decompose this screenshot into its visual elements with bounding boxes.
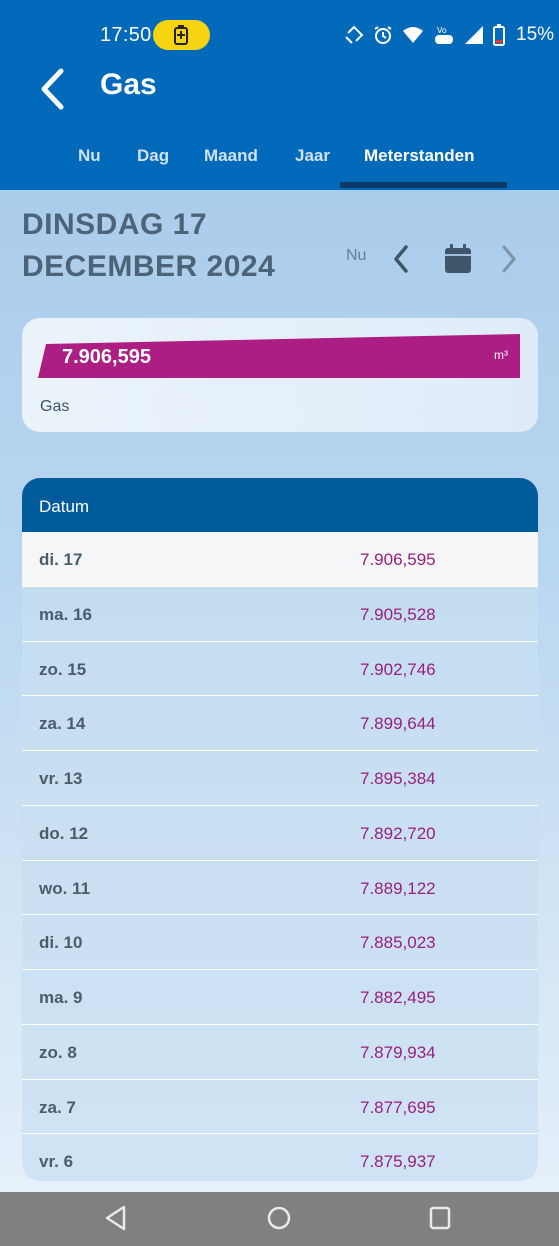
svg-text:Vo: Vo [437, 26, 447, 35]
row-date: za. 7 [39, 1097, 76, 1117]
table-row: za. 14 7.899,644 [22, 696, 538, 751]
volte-icon: Vo [433, 24, 455, 46]
table-header-datum: Datum [22, 478, 538, 532]
now-button[interactable]: Nu [346, 247, 367, 264]
previous-day-button[interactable] [392, 244, 410, 279]
status-time: 17:50 [100, 24, 152, 46]
row-date: zo. 15 [39, 659, 87, 679]
row-value: 7.879,934 [360, 1042, 436, 1062]
triangle-back-icon [105, 1205, 126, 1231]
chevron-left-icon [394, 245, 408, 273]
page-title: Gas [100, 68, 157, 101]
row-value: 7.895,384 [360, 769, 436, 788]
meter-unit: m³ [494, 348, 508, 362]
row-date: vr. 6 [39, 1152, 74, 1172]
wifi-icon [402, 25, 424, 45]
tab-dag[interactable]: Dag [137, 146, 170, 165]
table-row: di. 17 7.906,595 [22, 532, 538, 587]
chevron-right-icon [502, 245, 516, 273]
auto-rotate-icon [344, 25, 364, 45]
battery-saver-pill [153, 20, 210, 50]
date-heading-line2: DECEMBER 2024 [22, 250, 276, 283]
battery-charging-icon [174, 25, 188, 45]
status-bar: 17:50 Vo [0, 0, 559, 70]
table-row: ma. 16 7.905,528 [22, 586, 538, 642]
table-row: zo. 15 7.902,746 [22, 641, 538, 697]
app-header: 17:50 Vo [0, 0, 559, 190]
row-value: 7.892,720 [360, 823, 436, 843]
row-value: 7.875,937 [360, 1152, 436, 1172]
date-heading: DINSDAG 17 DECEMBER 2024 [22, 204, 275, 288]
system-back-button[interactable] [104, 1205, 128, 1236]
table-row: ma. 9 7.882,495 [22, 970, 538, 1025]
row-date: di. 17 [39, 550, 83, 569]
row-date: di. 10 [39, 933, 83, 953]
tab-jaar[interactable]: Jaar [295, 146, 330, 165]
circle-home-icon [267, 1206, 291, 1230]
row-date: ma. 16 [39, 604, 92, 624]
calendar-button[interactable] [444, 244, 472, 279]
table-row: vr. 13 7.895,384 [22, 751, 538, 806]
row-value: 7.902,746 [360, 659, 436, 679]
battery-icon [493, 24, 505, 46]
alarm-icon [373, 25, 393, 45]
chevron-left-icon [41, 68, 64, 110]
row-date: za. 14 [39, 714, 86, 734]
system-navigation-bar [0, 1192, 559, 1246]
readings-table: Datum di. 17 7.906,595 ma. 16 7.905,528 zo. … [22, 478, 538, 1181]
table-body: di. 17 7.906,595 ma. 16 7.905,528 zo. 15 7.90… [22, 532, 538, 1181]
table-row: di. 10 7.885,023 [22, 915, 538, 970]
table-row: vr. 6 7.875,937 [22, 1134, 538, 1181]
system-home-button[interactable] [266, 1205, 292, 1236]
row-value: 7.877,695 [360, 1097, 436, 1117]
meter-value: 7.906,595 [62, 346, 151, 368]
square-recents-icon [429, 1206, 451, 1230]
meter-label: Gas [40, 398, 70, 415]
tab-bar: Nu Dag Maand Jaar Meterstanden [0, 134, 559, 190]
date-navigation: Nu [340, 236, 540, 282]
back-button[interactable] [30, 64, 74, 114]
table-row: za. 7 7.877,695 [22, 1079, 538, 1135]
table-row: zo. 8 7.879,934 [22, 1024, 538, 1080]
tab-maand[interactable]: Maand [204, 146, 258, 165]
active-tab-indicator [340, 182, 507, 188]
table-row: wo. 11 7.889,122 [22, 860, 538, 916]
meter-reading-card: 7.906,595 m³ Gas [22, 318, 538, 432]
row-value: 7.906,595 [360, 550, 436, 569]
row-date: zo. 8 [39, 1042, 77, 1062]
system-recents-button[interactable] [428, 1205, 452, 1236]
row-date: wo. 11 [39, 878, 91, 898]
row-value: 7.899,644 [360, 714, 436, 734]
next-day-button[interactable] [500, 244, 518, 279]
row-date: vr. 13 [39, 769, 83, 788]
meter-bar-shape [38, 334, 520, 378]
calendar-icon [445, 244, 471, 273]
row-date: ma. 9 [39, 988, 83, 1007]
row-value: 7.882,495 [360, 988, 436, 1007]
row-value: 7.889,122 [360, 878, 436, 898]
tab-nu[interactable]: Nu [78, 146, 101, 165]
status-icons: Vo 15% [344, 23, 554, 47]
table-row: do. 12 7.892,720 [22, 805, 538, 861]
row-value: 7.885,023 [360, 933, 436, 953]
tab-meterstanden[interactable]: Meterstanden [364, 146, 475, 165]
date-heading-line1: DINSDAG 17 [22, 208, 208, 241]
row-value: 7.905,528 [360, 604, 436, 624]
battery-percent: 15% [516, 24, 555, 45]
meter-bar: 7.906,595 m³ [38, 334, 520, 378]
signal-icon [464, 25, 484, 45]
row-date: do. 12 [39, 823, 89, 843]
